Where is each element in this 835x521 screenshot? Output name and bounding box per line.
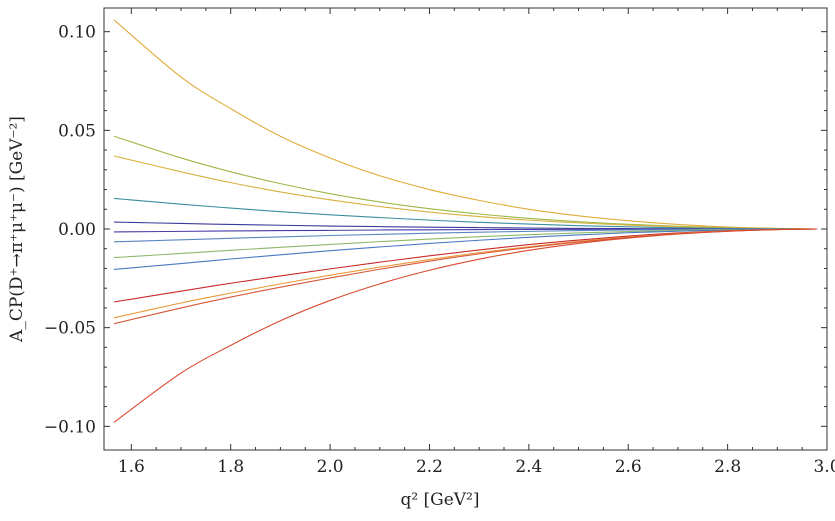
series-group: [113, 19, 818, 423]
series-line-s10: [113, 228, 818, 303]
series-line-s3: [113, 155, 818, 230]
y-axis: −0.10 −0.05 0.00 0.05 0.10: [44, 23, 827, 437]
x-tick-label: 2.8: [714, 457, 741, 477]
x-tick-label: 3.0: [813, 457, 835, 477]
y-tick-label: −0.10: [44, 417, 96, 437]
y-tick-label: 0.05: [58, 121, 96, 141]
y-tick-label: 0.00: [58, 220, 96, 240]
x-tick-label: 2.4: [515, 457, 542, 477]
x-tick-label: 2.0: [317, 457, 344, 477]
y-tick-label: 0.10: [58, 23, 96, 43]
series-line-s8: [113, 228, 818, 259]
x-axis-label: q² [GeV²]: [400, 490, 479, 510]
y-tick-label: −0.05: [44, 319, 96, 339]
series-line-s12: [113, 228, 818, 325]
x-tick-label: 1.8: [217, 457, 244, 477]
x-tick-label: 2.2: [416, 457, 443, 477]
series-line-s9: [113, 228, 818, 270]
series-line-s1: [113, 19, 818, 230]
series-line-s13: [113, 228, 818, 423]
series-line-s4: [113, 197, 818, 230]
series-line-s11: [113, 228, 818, 319]
x-tick-label: 1.6: [118, 457, 145, 477]
x-tick-label: 2.6: [615, 457, 642, 477]
x-axis: 1.6 1.8 2.0 2.2 2.4 2.6 2.8 3.0: [118, 8, 835, 477]
y-axis-label: A_CP(D⁺→π⁺μ⁺μ⁻) [GeV⁻²]: [7, 116, 27, 343]
